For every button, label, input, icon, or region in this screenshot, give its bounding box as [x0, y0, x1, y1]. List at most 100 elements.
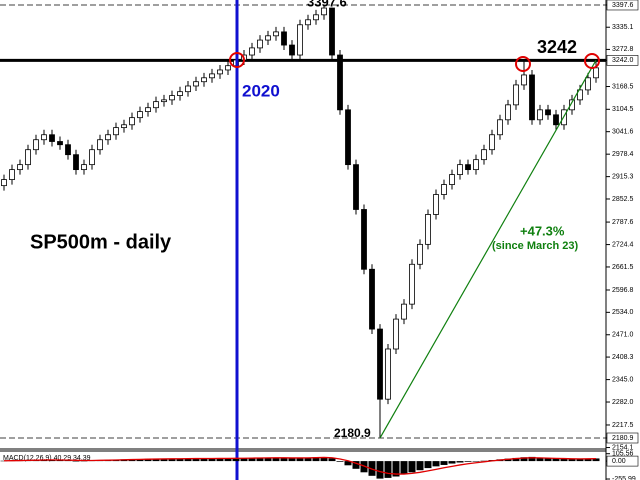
candle-body — [81, 164, 87, 171]
macd-bar — [216, 458, 224, 462]
candle-body — [433, 194, 439, 215]
candle-body — [137, 111, 143, 119]
macd-bar — [456, 461, 464, 463]
y-tick-label: 2661.5 — [612, 264, 634, 271]
candle-body — [121, 124, 127, 129]
candle-body — [49, 134, 55, 142]
highlight-circle — [229, 52, 245, 68]
y-tick-label: 3242.0 — [612, 57, 634, 64]
macd-bar — [64, 460, 72, 462]
candle-body — [193, 81, 199, 87]
candle-body — [73, 154, 79, 171]
highlight-circle — [515, 56, 531, 72]
candle-body — [89, 149, 95, 166]
candle-body — [297, 24, 303, 56]
candle-body — [201, 77, 207, 83]
y-tick-label: 2978.4 — [612, 151, 634, 158]
candle-body — [161, 99, 167, 103]
macd-bar — [200, 458, 208, 462]
macd-bar — [432, 461, 440, 467]
candle-body — [177, 91, 183, 96]
candle-body — [529, 74, 535, 121]
candle-body — [217, 69, 223, 75]
macd-bar — [152, 458, 160, 462]
macd-bar — [240, 458, 248, 462]
macd-bar — [312, 457, 320, 462]
macd-bar — [344, 461, 352, 466]
macd-bar — [512, 457, 520, 462]
candle-body — [305, 19, 311, 26]
macd-bar — [288, 458, 296, 462]
y-tick-label: 2282.0 — [612, 399, 634, 406]
y-tick-label: 2345.0 — [612, 376, 634, 383]
macd-bar — [472, 461, 480, 462]
macd-bar — [320, 457, 328, 462]
candle-body — [401, 303, 407, 320]
price-box — [606, 432, 639, 444]
low-label: 2180.9 — [334, 426, 371, 440]
candle-body — [409, 263, 415, 305]
macd-bar — [0, 460, 8, 462]
macd-bar — [256, 457, 264, 462]
candle-body — [505, 104, 511, 121]
candle-body — [553, 114, 559, 126]
y-tick-label: 2787.6 — [612, 219, 634, 226]
chart-title: SP500m - daily — [30, 231, 172, 253]
macd-signal — [3, 456, 597, 475]
macd-bar — [360, 461, 368, 473]
candle-body — [425, 214, 431, 245]
macd-bar — [552, 458, 560, 462]
macd-bar — [224, 458, 232, 462]
macd-bar — [592, 458, 600, 462]
y-tick-label: 2217.5 — [612, 422, 634, 429]
candle-body — [105, 134, 111, 141]
candle-body — [329, 7, 335, 56]
macd-bar — [448, 461, 456, 464]
candle-body — [153, 101, 159, 109]
macd-bar — [184, 458, 192, 462]
candle-body — [185, 85, 191, 93]
macd-bar — [560, 459, 568, 462]
macd-bar — [272, 457, 280, 462]
candle-body — [113, 127, 119, 136]
macd-bar — [232, 458, 240, 462]
macd-bar — [584, 458, 592, 462]
candle-body — [361, 209, 367, 270]
macd-bar — [208, 458, 216, 462]
macd-bar — [336, 461, 344, 462]
candle-body — [481, 149, 487, 161]
candle-body — [273, 31, 279, 37]
macd-bar — [400, 461, 408, 475]
price-box — [606, 0, 639, 11]
macd-bar — [392, 461, 400, 477]
macd-bar — [248, 457, 256, 462]
y-tick-label: 2534.0 — [612, 309, 634, 316]
candle-body — [497, 119, 503, 136]
y-tick-label: 3397.6 — [612, 2, 634, 9]
y-tick-label: 3104.5 — [612, 106, 634, 113]
y-tick-label: 2596.8 — [612, 287, 634, 294]
y-tick-label: 2408.3 — [612, 354, 634, 361]
candle-body — [385, 348, 391, 400]
candle-body — [457, 164, 463, 176]
y-tick-label: 3272.8 — [612, 46, 634, 53]
macd-bar — [136, 459, 144, 462]
candle-body — [57, 141, 63, 146]
candle-body — [473, 159, 479, 171]
macd-bar — [296, 457, 304, 462]
candle-body — [145, 107, 151, 113]
candle-body — [33, 139, 39, 151]
candle-body — [545, 109, 551, 116]
candle-body — [521, 74, 527, 86]
highlight-circle — [584, 53, 600, 69]
macd-tick-label: 0.00 — [612, 458, 626, 465]
candle-body — [249, 47, 255, 56]
candle-body — [465, 164, 471, 171]
candle-body — [417, 243, 423, 265]
candle-body — [281, 31, 287, 46]
candle-body — [569, 99, 575, 111]
candle-body — [393, 318, 399, 350]
macd-bar — [528, 456, 536, 462]
macd-bar — [144, 458, 152, 462]
